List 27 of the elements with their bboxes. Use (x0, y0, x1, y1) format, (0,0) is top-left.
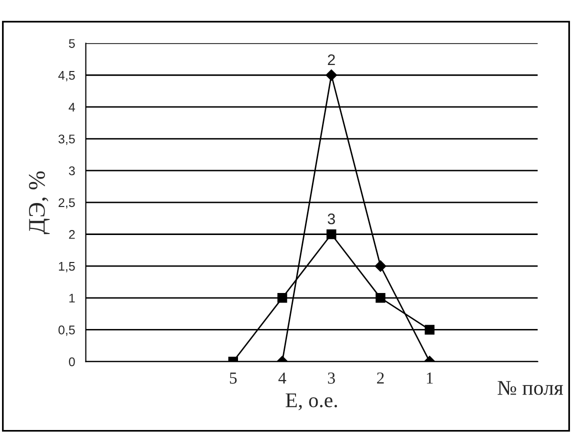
y-tick-label: 3 (68, 166, 75, 176)
y-tick-label: 2 (69, 230, 75, 239)
y-tick-label: 0 (68, 357, 75, 366)
y-tick-label: 1 (69, 294, 75, 302)
x-tick-label: 4 (278, 372, 286, 384)
x-tick-label: 2 (377, 372, 384, 384)
x-tick-label: 3 (328, 372, 335, 384)
series-label: 3 (328, 213, 335, 224)
x-axis-title: E, о.е. (286, 393, 337, 410)
point (374, 260, 386, 272)
y-tick-label: 3,5 (58, 134, 75, 145)
y-axis-title: ДЭ, % (28, 171, 50, 234)
y-tick-label: 2,5 (58, 198, 75, 209)
y-tick-label: 0,5 (58, 326, 75, 336)
y-tick-label: 1,5 (58, 262, 75, 272)
point (424, 324, 434, 335)
point (277, 293, 288, 303)
point (376, 293, 386, 303)
y-tick-label: 5 (68, 39, 75, 48)
y-tick-label: 4,5 (58, 71, 75, 82)
y-tick-label: 4 (68, 102, 76, 112)
point (326, 229, 336, 240)
point (326, 70, 337, 81)
series-label: 2 (328, 54, 335, 66)
x-tick-label: 5 (230, 372, 237, 384)
x-tick-label: 1 (426, 372, 433, 384)
text: № поля (498, 381, 564, 395)
